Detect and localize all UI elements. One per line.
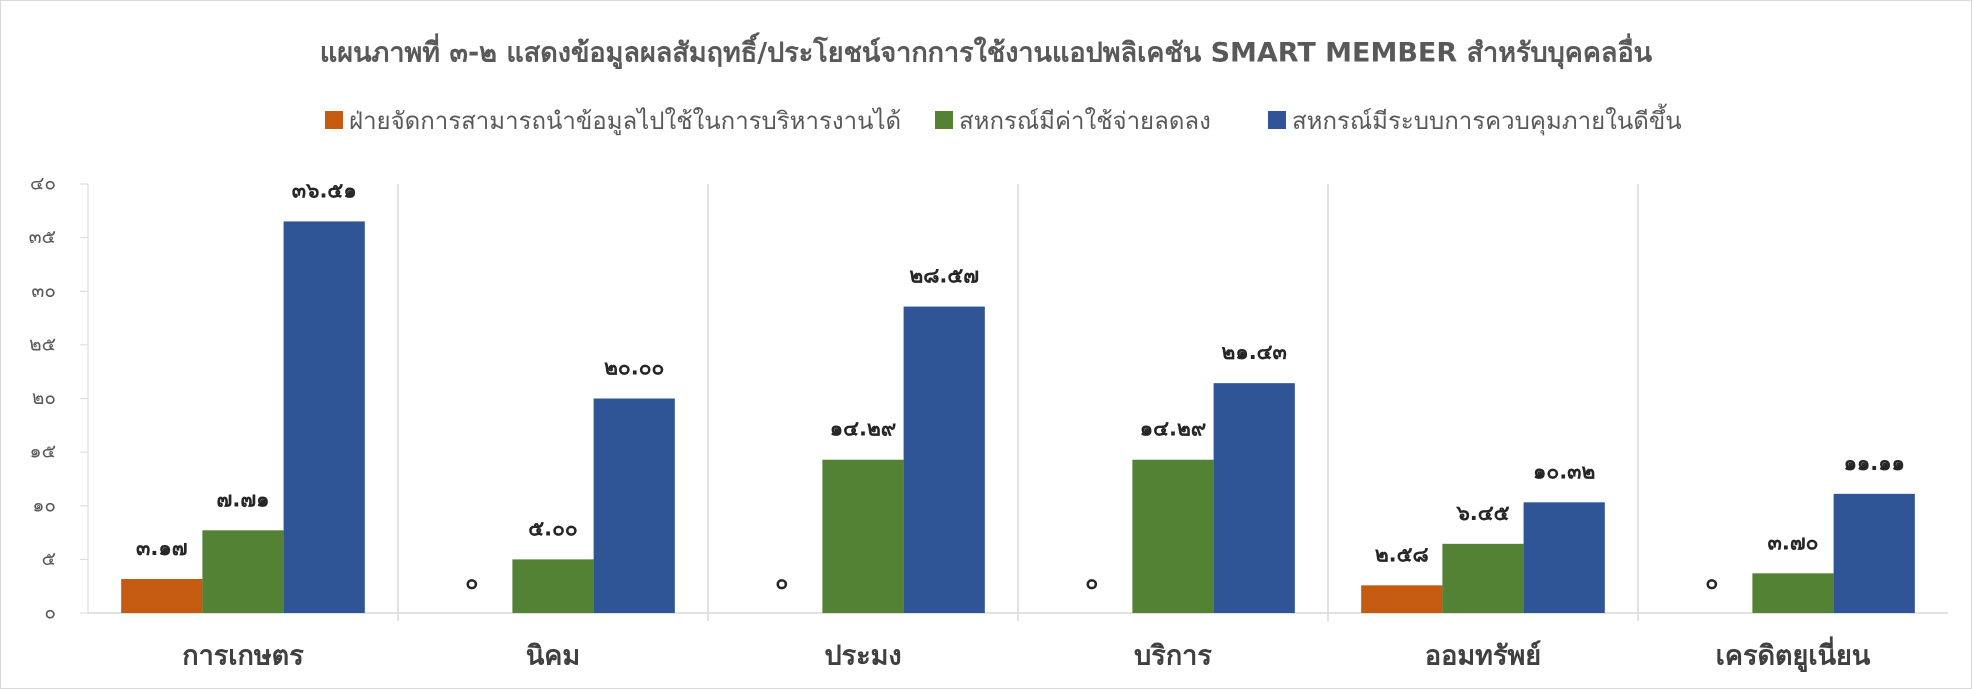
bar <box>121 579 203 613</box>
x-tick-label: บริการ <box>1134 641 1212 672</box>
bar <box>1752 573 1834 613</box>
data-label: ๐ <box>1705 570 1718 594</box>
data-label: ๓๖.๕๑ <box>292 178 357 202</box>
data-label: ๗.๗๑ <box>217 487 270 511</box>
data-label: ๓.๑๗ <box>136 536 187 560</box>
bar <box>512 559 594 613</box>
bar <box>1132 459 1214 613</box>
data-label: ๑๔.๒๙ <box>1140 417 1206 441</box>
bar <box>903 306 985 613</box>
legend-label: สหกรณ์มีค่าใช้จ่ายลดลง <box>959 107 1211 135</box>
data-label: ๒๑.๔๓ <box>1222 340 1287 364</box>
data-label: ๓.๗๐ <box>1768 530 1819 554</box>
x-tick-label: การเกษตร <box>182 641 304 672</box>
bar <box>1213 383 1295 613</box>
data-label: ๐ <box>775 570 788 594</box>
x-tick-label: นิคม <box>526 641 580 672</box>
y-tick-label: ๒๕ <box>29 333 56 355</box>
data-label: ๐ <box>465 570 478 594</box>
chart-title: แผนภาพที่ ๓-๒ แสดงข้อมูลผลสัมฤทธิ์/ประโย… <box>320 33 1653 70</box>
y-tick-label: ๓๕ <box>29 226 56 248</box>
bar <box>1833 493 1915 613</box>
x-tick-label: ประมง <box>824 641 901 672</box>
legend-swatch <box>1268 111 1286 129</box>
y-tick-label: ๑๐ <box>32 494 56 516</box>
y-tick-label: ๒๐ <box>32 387 56 409</box>
y-tick-label: ๔๐ <box>30 173 56 195</box>
data-label: ๒๘.๕๗ <box>909 264 979 288</box>
y-tick-label: ๓๐ <box>31 280 56 302</box>
legend-label: สหกรณ์มีระบบการควบคุมภายในดีขึ้น <box>1292 103 1682 136</box>
x-tick-label: ออมทรัพย์ <box>1425 640 1541 672</box>
legend-swatch <box>325 111 343 129</box>
x-tick-label: เครดิตยูเนี่ยน <box>1716 636 1871 673</box>
data-label: ๒.๕๘ <box>1375 542 1429 566</box>
bar <box>1442 543 1524 613</box>
bar <box>593 398 675 613</box>
y-tick-label: ๐ <box>44 602 56 624</box>
data-label: ๑๑.๑๑ <box>1844 451 1905 475</box>
bar <box>1361 585 1443 613</box>
data-label: ๐ <box>1085 570 1098 594</box>
legend-swatch <box>935 111 953 129</box>
data-label: ๑๔.๒๙ <box>830 417 896 441</box>
y-tick-label: ๕ <box>42 548 56 570</box>
data-label: ๕.๐๐ <box>528 516 578 540</box>
bar <box>822 459 904 613</box>
bar <box>202 530 284 613</box>
bar <box>1523 502 1605 613</box>
data-label: ๑๐.๓๒ <box>1533 459 1595 483</box>
data-label: ๒๐.๐๐ <box>604 356 664 380</box>
y-tick-label: ๑๕ <box>30 441 56 463</box>
legend-label: ฝ่ายจัดการสามารถนำข้อมูลไปใช้ในการบริหาร… <box>349 107 901 136</box>
data-label: ๖.๔๕ <box>1455 501 1509 525</box>
bar <box>283 221 365 614</box>
